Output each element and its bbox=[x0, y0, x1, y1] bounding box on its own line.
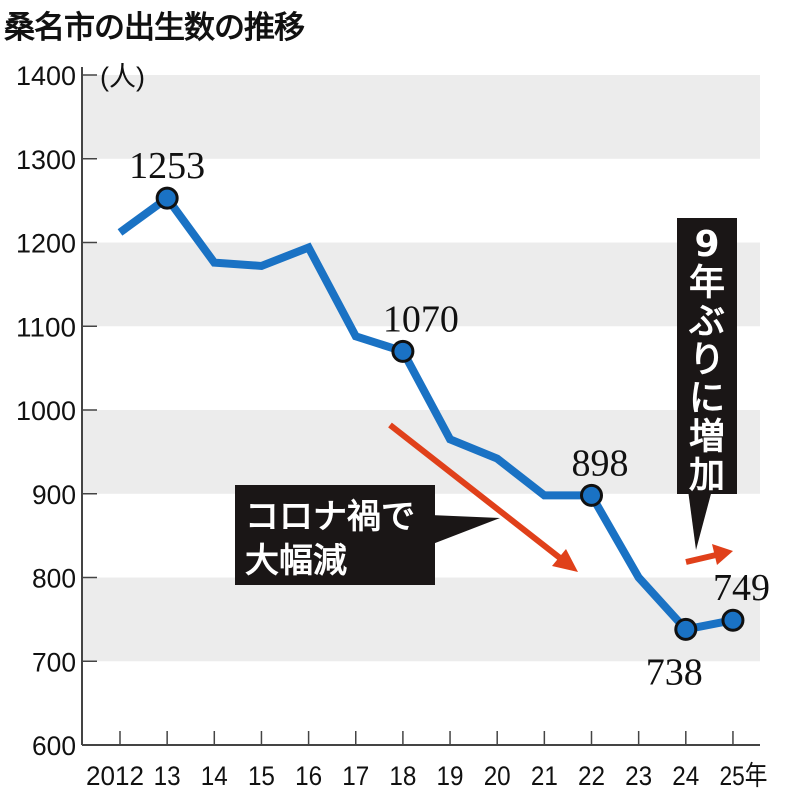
x-tick-label: 17 bbox=[342, 761, 369, 791]
y-tick-label: 1100 bbox=[16, 312, 76, 342]
x-tick-label: 18 bbox=[389, 761, 416, 791]
x-tick-label: 19 bbox=[437, 761, 464, 791]
x-tick-label: 20 bbox=[484, 761, 511, 791]
grid-band bbox=[82, 577, 760, 662]
callout-text-char: 9 bbox=[694, 224, 719, 265]
x-tick-label: 24 bbox=[672, 761, 699, 791]
grid-band bbox=[82, 242, 760, 327]
decline-arrowhead bbox=[552, 549, 578, 572]
y-tick-label: 1000 bbox=[16, 396, 76, 426]
callout-text-char: 年 bbox=[689, 263, 725, 304]
callout-pointer bbox=[688, 490, 712, 550]
y-tick-label: 800 bbox=[32, 564, 76, 594]
y-tick-label: 1200 bbox=[16, 229, 76, 259]
x-tick-label: 23 bbox=[625, 761, 652, 791]
data-label: 1253 bbox=[129, 145, 205, 187]
y-axis-unit: (人) bbox=[100, 62, 145, 92]
callout-text-char: に bbox=[689, 378, 725, 419]
callout-text-char: ぶ bbox=[688, 301, 725, 342]
y-tick-label: 700 bbox=[32, 647, 76, 677]
x-tick-label: 2012 bbox=[86, 761, 144, 791]
y-tick-label: 900 bbox=[32, 480, 76, 510]
y-tick-label: 1300 bbox=[16, 145, 76, 175]
callout-box bbox=[235, 485, 435, 585]
data-point bbox=[674, 617, 698, 641]
callout-text: コロナ禍で bbox=[245, 497, 415, 537]
increase-arrowhead bbox=[712, 544, 733, 565]
data-point bbox=[721, 608, 745, 632]
series-line bbox=[117, 192, 734, 634]
decline-arrow bbox=[388, 422, 562, 561]
data-point bbox=[580, 483, 603, 507]
data-label: 1070 bbox=[383, 298, 459, 340]
increase-arrow bbox=[685, 552, 717, 565]
callout-text-char: 増 bbox=[689, 417, 725, 458]
x-tick-label: 14 bbox=[201, 761, 228, 791]
x-tick-label: 16 bbox=[295, 761, 322, 791]
x-tick-label: 13 bbox=[154, 761, 181, 791]
callout-text: 大幅減 bbox=[245, 541, 347, 581]
callout-text-char: 加 bbox=[689, 455, 725, 496]
data-label: 898 bbox=[572, 442, 629, 484]
y-tick-label: 600 bbox=[32, 731, 76, 761]
data-point bbox=[391, 339, 415, 363]
callout-box bbox=[677, 218, 737, 494]
callout-text-char: り bbox=[689, 340, 725, 381]
chart-title: 桑名市の出生数の推移 bbox=[4, 10, 305, 46]
x-tick-label: 15 bbox=[248, 761, 275, 791]
data-label: 738 bbox=[646, 651, 703, 693]
data-label: 749 bbox=[713, 567, 770, 609]
data-point bbox=[155, 186, 179, 210]
y-tick-label: 1400 bbox=[16, 61, 76, 91]
x-tick-label: 25年 bbox=[719, 761, 767, 791]
callout-pointer bbox=[430, 515, 500, 545]
x-tick-label: 22 bbox=[578, 761, 605, 791]
grid-band bbox=[82, 75, 760, 159]
x-tick-label: 21 bbox=[531, 761, 558, 791]
